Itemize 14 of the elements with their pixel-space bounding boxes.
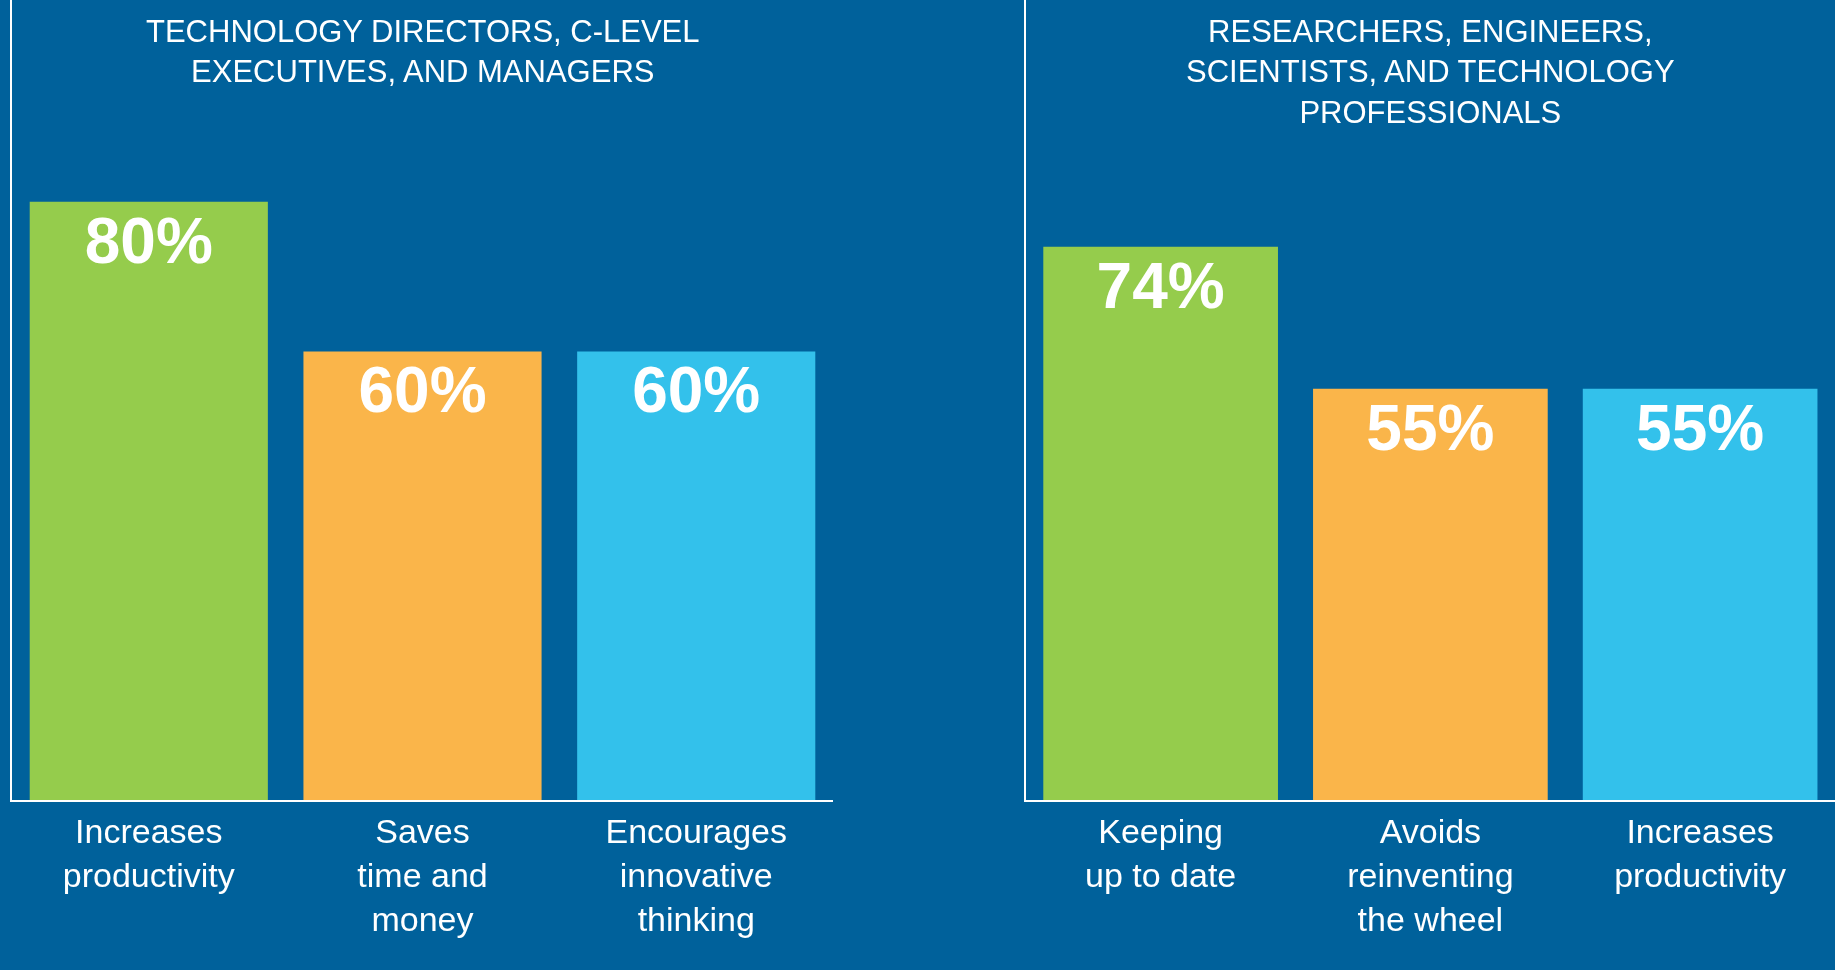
x-tick-label: Encourages innovative thinking	[605, 811, 787, 939]
data-label: 60%	[358, 354, 487, 427]
x-tick-label: Saves time and money	[357, 811, 488, 939]
x-tick-label: Avoids reinventing the wheel	[1347, 811, 1514, 939]
x-tick-label: Keeping up to date	[1085, 811, 1237, 894]
x-tick-label: Increases productivity	[62, 811, 235, 894]
data-label: 55%	[1636, 391, 1765, 464]
data-label: 80%	[84, 204, 213, 277]
text: RESEARCHERS, ENGINEERS, SCIENTISTS, AND TECHNOLOGY PROFESSIONALS	[1186, 14, 1675, 130]
data-label: 74%	[1096, 249, 1225, 322]
text: TECHNOLOGY DIRECTORS, C-LEVEL EXECUTIVES, AND MANAGERS	[146, 14, 700, 90]
x-tick-label: Increases productivity	[1614, 811, 1787, 894]
data-label: 60%	[632, 354, 761, 427]
data-label: 55%	[1366, 391, 1495, 464]
